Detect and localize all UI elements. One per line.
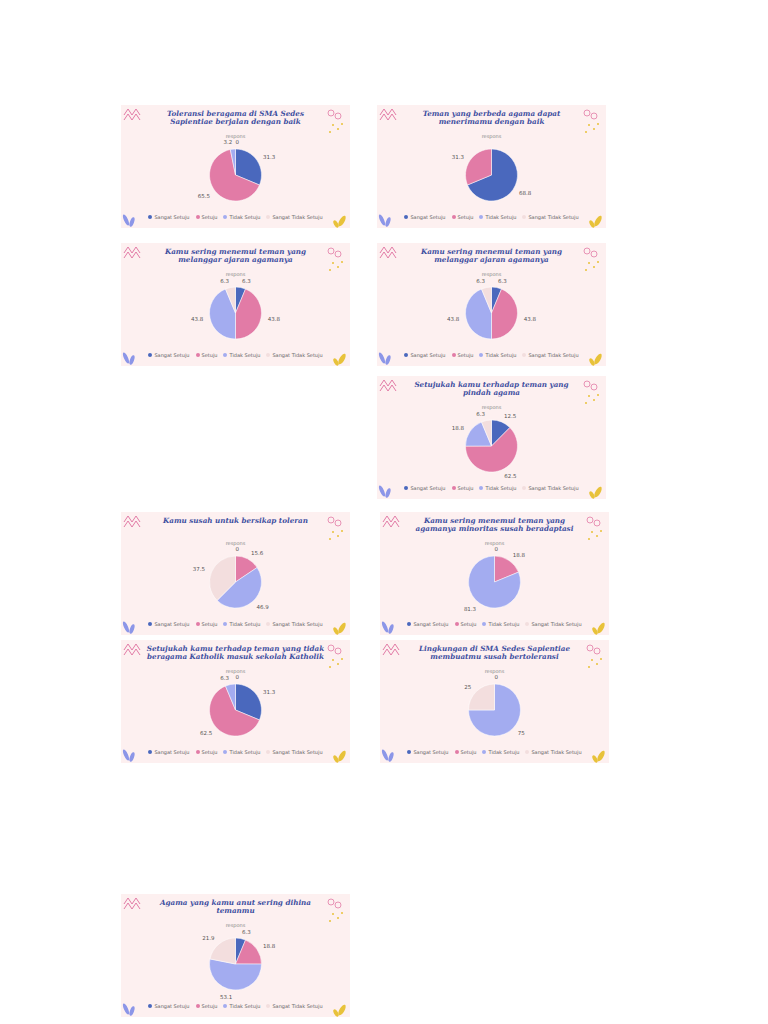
html-text:respons: respons bbox=[481, 271, 502, 277]
html-text:Kamu sering menemui teman yang: Kamu sering menemui teman yang melanggar… bbox=[164, 247, 307, 264]
svg-text:65.5: 65.5 bbox=[198, 193, 211, 199]
svg-text:21.9: 21.9 bbox=[202, 935, 215, 941]
html-text:Sangat Tidak Setuju: Sangat Tidak Setuju bbox=[272, 1003, 323, 1009]
svg-text:43.8: 43.8 bbox=[268, 316, 281, 322]
html-text:Agama yang kamu anut sering di: Agama yang kamu anut sering dihina teman… bbox=[160, 898, 311, 915]
svg-text:0: 0 bbox=[495, 674, 499, 680]
html-text:Sangat Setuju: Sangat Setuju bbox=[410, 485, 446, 491]
html-text:Sangat Setuju: Sangat Setuju bbox=[413, 749, 449, 755]
svg-text:0: 0 bbox=[236, 546, 240, 552]
html-text:Setuju: Setuju bbox=[201, 214, 218, 220]
html-text:Tidak Setuju: Tidak Setuju bbox=[229, 1003, 261, 1009]
html-text:Setuju: Setuju bbox=[201, 352, 218, 358]
html-text:respons: respons bbox=[225, 540, 246, 546]
html-text:Tidak Setuju: Tidak Setuju bbox=[485, 485, 517, 491]
html-text:Setuju: Setuju bbox=[460, 749, 477, 755]
html-text:Tidak Setuju: Tidak Setuju bbox=[488, 749, 520, 755]
svg-text:0: 0 bbox=[236, 674, 240, 680]
html-text:respons: respons bbox=[484, 540, 505, 546]
html-text:Toleransi beragama di SMA Sede: Toleransi beragama di SMA Sedes Sapienti… bbox=[167, 109, 304, 126]
html-text:Sangat Tidak Setuju: Sangat Tidak Setuju bbox=[272, 749, 323, 755]
svg-text:0: 0 bbox=[236, 139, 240, 145]
html-text:Sangat Tidak Setuju: Sangat Tidak Setuju bbox=[528, 214, 579, 220]
html-text:Kamu susah untuk bersikap tole: Kamu susah untuk bersikap toleran bbox=[163, 516, 308, 525]
svg-text:12.5: 12.5 bbox=[504, 413, 517, 419]
html-text:Tidak Setuju: Tidak Setuju bbox=[229, 352, 261, 358]
svg-text:31.3: 31.3 bbox=[263, 689, 276, 695]
html-text:Setujukah kamu terhadap teman: Setujukah kamu terhadap teman yang pinda… bbox=[414, 380, 569, 397]
svg-text:25: 25 bbox=[464, 684, 471, 690]
html-text:Sangat Tidak Setuju: Sangat Tidak Setuju bbox=[528, 352, 579, 358]
svg-text:6.3: 6.3 bbox=[220, 675, 229, 681]
html-text:Sangat Setuju: Sangat Setuju bbox=[154, 621, 190, 627]
svg-text:68.8: 68.8 bbox=[519, 190, 532, 196]
html-text:respons: respons bbox=[225, 922, 246, 928]
svg-text:43.8: 43.8 bbox=[191, 316, 204, 322]
html-text:respons: respons bbox=[225, 133, 246, 139]
html-text:Sangat Setuju: Sangat Setuju bbox=[154, 214, 190, 220]
svg-text:0: 0 bbox=[495, 546, 499, 552]
svg-text:6.3: 6.3 bbox=[476, 278, 485, 284]
html-text:respons: respons bbox=[225, 668, 246, 674]
svg-text:18.8: 18.8 bbox=[263, 943, 276, 949]
html-text:Sangat Setuju: Sangat Setuju bbox=[154, 1003, 190, 1009]
svg-text:6.3: 6.3 bbox=[476, 411, 485, 417]
svg-text:18.8: 18.8 bbox=[513, 552, 526, 558]
svg-text:62.5: 62.5 bbox=[504, 473, 517, 479]
html-text:Kamu sering menemui teman yang: Kamu sering menemui teman yang agamanya … bbox=[415, 516, 574, 533]
svg-text:31.3: 31.3 bbox=[263, 154, 276, 160]
html-text:respons: respons bbox=[481, 133, 502, 139]
html-text:Sangat Tidak Setuju: Sangat Tidak Setuju bbox=[531, 621, 582, 627]
html-text:Setuju: Setuju bbox=[201, 1003, 218, 1009]
html-text:respons: respons bbox=[484, 668, 505, 674]
html-text:Sangat Tidak Setuju: Sangat Tidak Setuju bbox=[272, 214, 323, 220]
html-text:Tidak Setuju: Tidak Setuju bbox=[229, 214, 261, 220]
html-text:Setuju: Setuju bbox=[201, 749, 218, 755]
svg-text:81.3: 81.3 bbox=[464, 606, 477, 612]
svg-text:43.8: 43.8 bbox=[447, 316, 460, 322]
html-text:Setuju: Setuju bbox=[457, 352, 474, 358]
html-text:Tidak Setuju: Tidak Setuju bbox=[229, 749, 261, 755]
svg-text:6.3: 6.3 bbox=[498, 278, 507, 284]
html-text:Tidak Setuju: Tidak Setuju bbox=[488, 621, 520, 627]
html-text:Tidak Setuju: Tidak Setuju bbox=[229, 621, 261, 627]
svg-text:53.1: 53.1 bbox=[220, 994, 232, 1000]
svg-text:18.8: 18.8 bbox=[452, 425, 465, 431]
svg-text:37.5: 37.5 bbox=[193, 566, 206, 572]
svg-text:6.3: 6.3 bbox=[242, 929, 251, 935]
svg-text:46.9: 46.9 bbox=[256, 604, 269, 610]
html-text:Sangat Tidak Setuju: Sangat Tidak Setuju bbox=[272, 621, 323, 627]
html-text:Setuju: Setuju bbox=[201, 621, 218, 627]
html-text:Setujukah kamu terhadap teman: Setujukah kamu terhadap teman yang tidak… bbox=[146, 644, 325, 661]
html-text:Setuju: Setuju bbox=[457, 485, 474, 491]
svg-text:3.2: 3.2 bbox=[223, 139, 232, 145]
html-text:respons: respons bbox=[481, 404, 502, 410]
html-text:Kamu sering menemui teman yang: Kamu sering menemui teman yang melanggar… bbox=[420, 247, 563, 264]
html-text:Sangat Tidak Setuju: Sangat Tidak Setuju bbox=[531, 749, 582, 755]
html-text:Sangat Tidak Setuju: Sangat Tidak Setuju bbox=[528, 485, 579, 491]
html-text:Tidak Setuju: Tidak Setuju bbox=[485, 214, 517, 220]
svg-text:43.8: 43.8 bbox=[524, 316, 537, 322]
html-text:respons: respons bbox=[225, 271, 246, 277]
svg-text:75: 75 bbox=[518, 730, 525, 736]
html-text:Sangat Tidak Setuju: Sangat Tidak Setuju bbox=[272, 352, 323, 358]
html-text:Sangat Setuju: Sangat Setuju bbox=[154, 352, 190, 358]
html-text:Setuju: Setuju bbox=[460, 621, 477, 627]
svg-text:6.3: 6.3 bbox=[220, 278, 229, 284]
svg-text:6.3: 6.3 bbox=[242, 278, 251, 284]
svg-text:31.3: 31.3 bbox=[452, 154, 465, 160]
html-text:Sangat Setuju: Sangat Setuju bbox=[154, 749, 190, 755]
html-text:Sangat Setuju: Sangat Setuju bbox=[410, 352, 446, 358]
html-text:Teman yang berbeda agama dapat: Teman yang berbeda agama dapat menerimam… bbox=[422, 109, 561, 126]
html-text:Lingkungan di SMA Sedes Sapien: Lingkungan di SMA Sedes Sapientiae membu… bbox=[419, 644, 570, 661]
html-text:Tidak Setuju: Tidak Setuju bbox=[485, 352, 517, 358]
html-text:Setuju: Setuju bbox=[457, 214, 474, 220]
svg-text:15.6: 15.6 bbox=[251, 550, 264, 556]
svg-text:62.5: 62.5 bbox=[200, 730, 213, 736]
html-text:Sangat Setuju: Sangat Setuju bbox=[410, 214, 446, 220]
html-text:Sangat Setuju: Sangat Setuju bbox=[413, 621, 449, 627]
